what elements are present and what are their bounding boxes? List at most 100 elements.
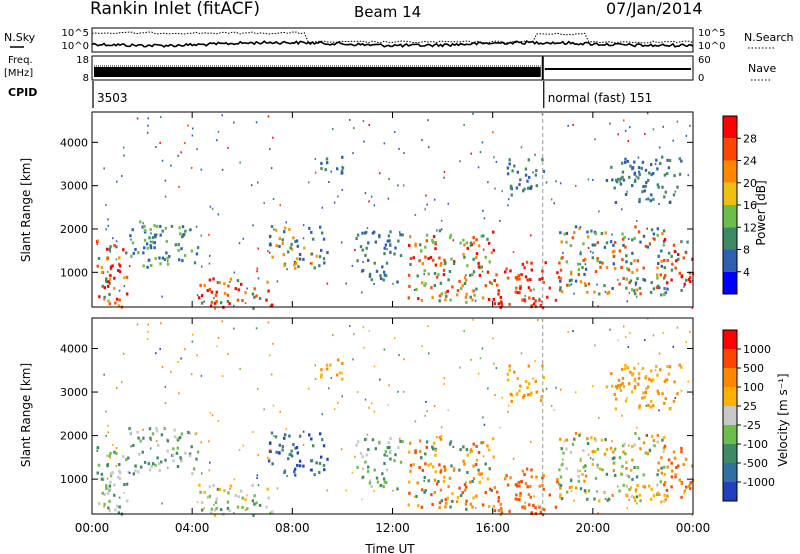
range-gate-cell: [610, 372, 613, 376]
range-gate-cell: [269, 354, 271, 357]
range-gate-cell: [294, 446, 297, 450]
range-gate-cell: [594, 243, 597, 247]
range-gate-cell: [429, 255, 433, 259]
range-gate-cell: [383, 453, 386, 457]
range-gate-cell: [149, 240, 152, 243]
range-gate-cell: [278, 443, 281, 447]
range-gate-cell: [434, 242, 437, 246]
range-gate-cell: [619, 177, 623, 181]
range-gate-cell: [393, 459, 396, 463]
range-gate-cell: [361, 248, 364, 252]
range-gate-cell: [356, 233, 360, 237]
range-gate-cell: [388, 384, 390, 387]
range-gate-cell: [545, 387, 548, 390]
range-gate-cell: [628, 281, 631, 285]
range-gate-cell: [345, 489, 347, 492]
range-gate-cell: [453, 467, 456, 470]
range-gate-cell: [368, 481, 372, 485]
range-gate-cell: [160, 116, 162, 119]
range-gate-cell: [98, 295, 101, 299]
range-gate-cell: [598, 416, 600, 419]
range-gate-cell: [287, 250, 290, 254]
range-gate-cell: [526, 179, 529, 183]
range-gate-cell: [368, 272, 372, 276]
range-gate-cell: [659, 162, 662, 165]
range-gate-cell: [438, 435, 442, 439]
range-gate-cell: [463, 483, 467, 487]
range-gate-cell: [184, 451, 187, 455]
range-gate-cell: [108, 454, 111, 458]
range-gate-cell: [600, 232, 604, 235]
range-gate-cell: [427, 257, 430, 260]
colorbar-tick-label: 28: [743, 132, 757, 145]
range-gate-cell: [614, 473, 617, 477]
range-gate-cell: [565, 260, 568, 264]
range-gate-cell: [674, 475, 677, 479]
range-gate-cell: [613, 392, 616, 396]
range-gate-cell: [394, 131, 396, 134]
range-gate-cell: [314, 171, 317, 174]
cpid-segment-label: normal (fast) 151: [548, 91, 652, 105]
range-gate-cell: [680, 482, 683, 485]
range-gate-cell: [475, 252, 479, 256]
range-gate-cell: [337, 195, 339, 198]
range-gate-cell: [196, 354, 198, 357]
range-gate-cell: [621, 382, 624, 385]
range-gate-cell: [624, 245, 627, 249]
range-gate-cell: [514, 276, 518, 280]
range-gate-cell: [508, 198, 510, 201]
range-gate-cell: [368, 330, 370, 333]
range-gate-cell: [672, 139, 674, 142]
range-gate-cell: [656, 440, 659, 444]
range-gate-cell: [425, 400, 427, 403]
range-gate-cell: [451, 492, 454, 496]
range-gate-cell: [257, 387, 259, 390]
range-gate-cell: [622, 277, 625, 280]
colorbar-tick-label: -500: [743, 457, 768, 470]
range-gate-cell: [664, 397, 667, 401]
range-gate-cell: [281, 448, 284, 452]
range-gate-cell: [267, 250, 269, 253]
range-gate-cell: [609, 122, 611, 125]
range-gate-cell: [432, 258, 435, 262]
range-gate-cell: [490, 282, 493, 286]
range-gate-cell: [477, 265, 481, 269]
range-gate-cell: [663, 276, 666, 280]
range-gate-cell: [373, 283, 375, 285]
range-gate-cell: [364, 438, 367, 442]
range-gate-cell: [641, 160, 645, 164]
range-gate-cell: [676, 326, 679, 329]
range-gate-cell: [628, 499, 630, 501]
range-gate-cell: [506, 378, 510, 382]
range-gate-cell: [626, 397, 628, 400]
range-gate-cell: [521, 262, 525, 266]
range-gate-cell: [472, 112, 474, 115]
range-gate-cell: [283, 230, 286, 234]
range-gate-cell: [128, 427, 131, 431]
range-gate-cell: [559, 288, 562, 292]
range-gate-cell: [134, 469, 137, 473]
range-gate-cell: [288, 228, 291, 231]
range-gate-cell: [541, 158, 544, 162]
range-gate-cell: [397, 390, 399, 393]
range-gate-cell: [221, 168, 224, 171]
range-gate-cell: [130, 445, 132, 448]
x-tick-label: 12:00: [375, 521, 410, 535]
range-gate-cell: [412, 463, 415, 466]
colorbar-swatch: [723, 349, 737, 368]
range-gate-cell: [296, 257, 299, 261]
range-gate-cell: [680, 240, 683, 244]
range-gate-cell: [523, 187, 526, 191]
range-gate-cell: [312, 237, 315, 241]
range-gate-cell: [170, 370, 172, 373]
range-gate-cell: [364, 398, 367, 401]
range-gate-cell: [528, 393, 531, 396]
range-gate-cell: [556, 478, 559, 481]
range-gate-cell: [281, 445, 284, 448]
range-gate-cell: [217, 336, 220, 339]
range-gate-cell: [196, 246, 200, 250]
range-gate-cell: [590, 436, 593, 440]
range-gate-cell: [515, 186, 519, 190]
range-gate-cell: [233, 327, 235, 330]
range-gate-cell: [508, 509, 511, 513]
